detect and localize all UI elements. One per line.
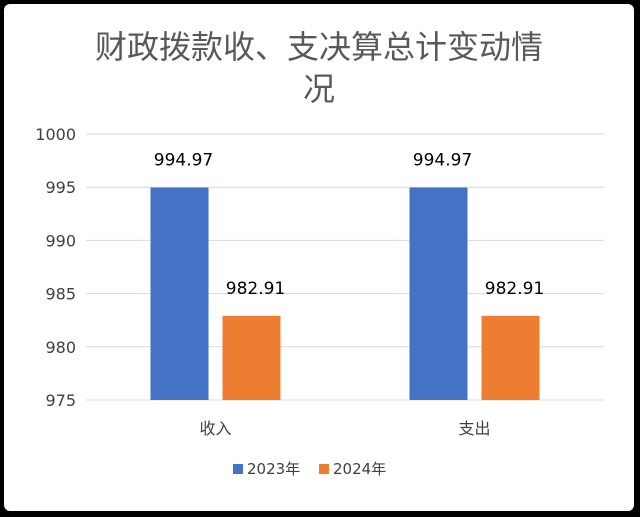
bar [481, 315, 540, 400]
x-tick-label: 支出 [458, 419, 490, 438]
y-tick-label: 1000 [35, 125, 76, 144]
bar [409, 187, 468, 400]
y-tick-label: 990 [45, 231, 76, 250]
y-tick-label: 975 [45, 391, 76, 410]
legend-label: 2024年 [333, 460, 386, 478]
legend-label: 2023年 [247, 460, 300, 478]
x-tick-label: 收入 [199, 419, 231, 438]
legend-swatch [233, 464, 243, 474]
data-label: 994.97 [154, 151, 213, 171]
y-tick-label: 995 [45, 178, 76, 197]
y-tick-label: 985 [45, 285, 76, 304]
y-tick-label: 980 [45, 338, 76, 357]
data-label: 994.97 [413, 151, 472, 171]
chart-plot: 975 980 985 990 995 1000 994.97 982.91 收入 994.97 9… [35, 125, 604, 478]
bar [150, 187, 209, 400]
legend-swatch [319, 464, 329, 474]
bar [222, 315, 281, 400]
chart-title: 财政拨款收、支决算总计变动情况 [94, 28, 543, 108]
chart-frame: 财政拨款收、支决算总计变动情况 975 980 985 990 995 1000 994.9… [4, 4, 634, 511]
data-label: 982.91 [226, 279, 285, 299]
data-label: 982.91 [485, 279, 544, 299]
